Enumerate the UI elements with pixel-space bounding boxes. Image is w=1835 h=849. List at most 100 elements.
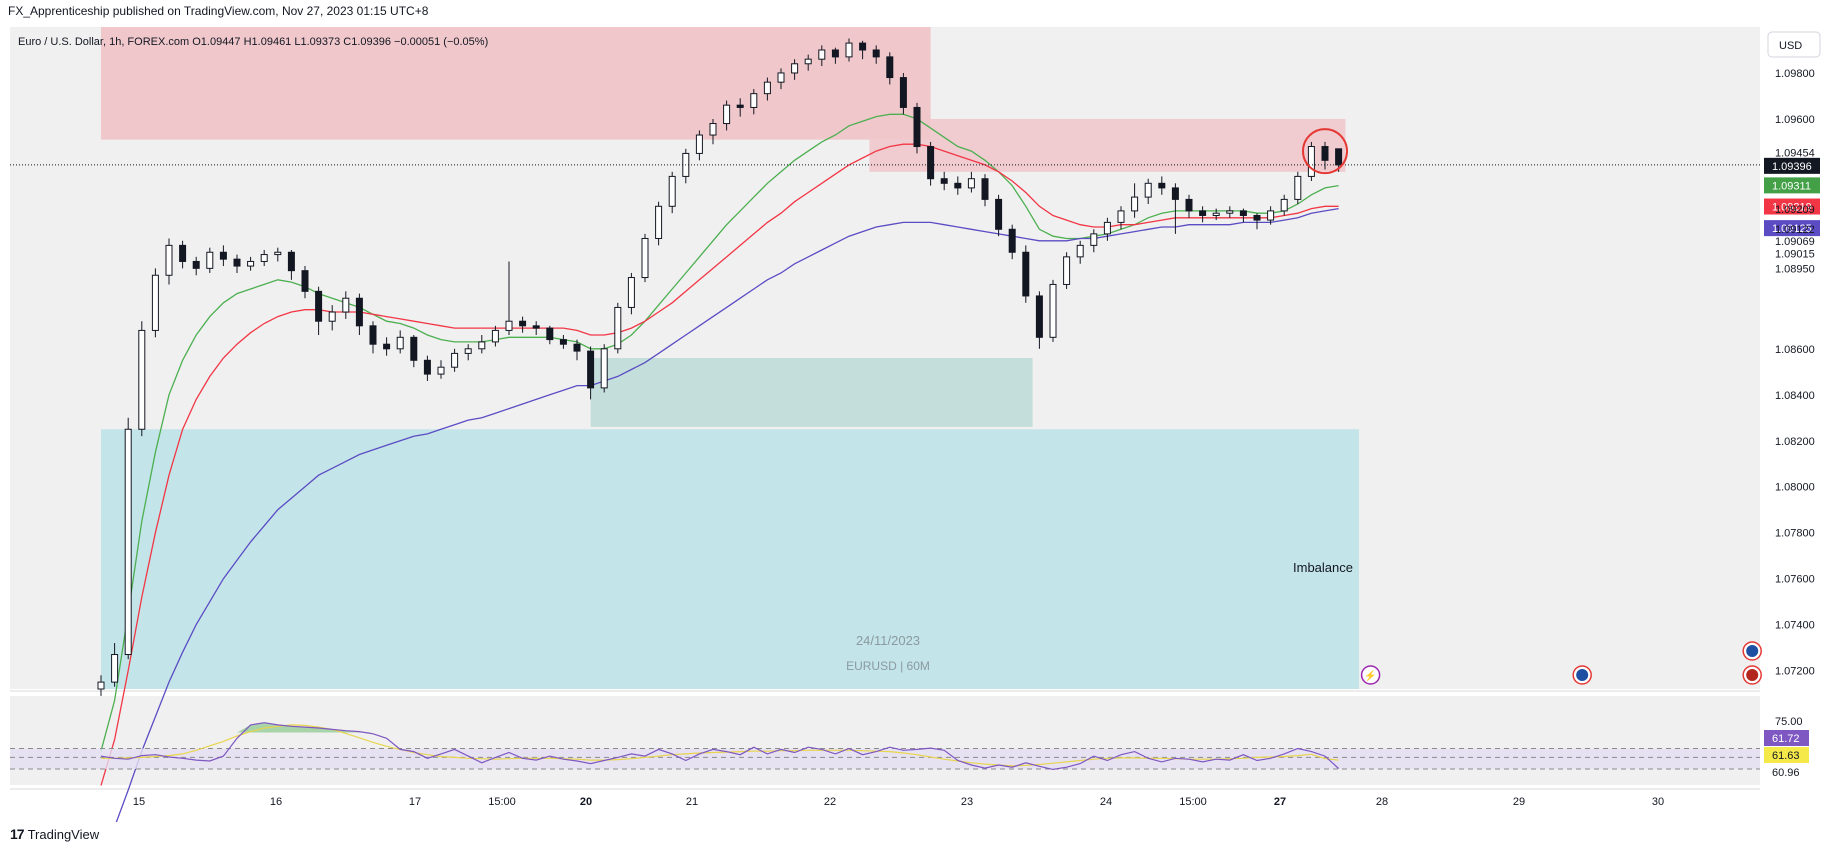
candle-body-67 (1008, 228, 1016, 253)
candle-body-87 (1280, 198, 1288, 212)
candle-body-80 (1185, 198, 1193, 212)
x-tick-13: 30 (1652, 796, 1664, 808)
candle-body-32 (532, 325, 540, 329)
candle-body-79 (1171, 187, 1179, 200)
candle-body-78 (1158, 182, 1166, 189)
candle-body-5 (165, 244, 173, 276)
price-badge-bg-5 (1764, 220, 1820, 237)
candle-body-64 (967, 178, 975, 189)
x-tick-11: 28 (1376, 796, 1388, 808)
candle-body-42 (668, 175, 676, 207)
candle-body-12 (260, 254, 268, 262)
x-tick-5: 21 (686, 796, 698, 808)
price-badge-5: 1.09125 (1772, 223, 1812, 235)
x-tick-6: 22 (824, 796, 836, 808)
x-tick-3: 15:00 (488, 796, 516, 808)
candle-body-48 (750, 93, 758, 108)
y-tick-7: 1.07600 (1775, 574, 1815, 586)
candle-body-70 (1049, 283, 1057, 338)
demand-zone (590, 358, 1033, 427)
candle-body-74 (1103, 221, 1111, 235)
x-tick-9: 15:00 (1179, 796, 1207, 808)
y-tick-4: 1.08200 (1775, 436, 1815, 448)
candle-body-58 (886, 56, 894, 79)
candle-body-2 (124, 428, 132, 656)
candle-body-55 (845, 42, 853, 58)
candle-body-18 (342, 297, 350, 313)
candle-body-77 (1144, 182, 1152, 198)
imbalance-zone (101, 429, 1359, 689)
candle-body-71 (1063, 256, 1071, 285)
candle-body-4 (151, 274, 159, 331)
candle-body-38 (614, 306, 622, 350)
price-badge-1: 1.09396 (1772, 161, 1812, 173)
rsi-pane-bg (10, 696, 1760, 785)
candle-body-49 (763, 81, 771, 95)
candle-body-72 (1076, 244, 1084, 258)
candle-body-37 (600, 348, 608, 389)
candle-body-76 (1131, 196, 1139, 212)
candle-body-56 (859, 42, 867, 51)
tradingview-footer[interactable]: 17 TradingView (10, 826, 99, 842)
rsi-value-2: 60.96 (1772, 767, 1800, 779)
candle-body-31 (519, 320, 527, 327)
candle-body-20 (369, 325, 377, 345)
candle-body-19 (355, 297, 363, 327)
tradingview-brand: TradingView (27, 826, 100, 842)
candle-body-54 (831, 49, 839, 58)
price-label-7: 1.09069 (1775, 236, 1815, 248)
candle-body-44 (695, 134, 703, 154)
candle-body-24 (423, 359, 431, 375)
candle-body-59 (899, 77, 907, 108)
candle-body-3 (138, 329, 146, 430)
rsi-value-bg-1 (1764, 747, 1809, 763)
price-label-9: 1.08950 (1775, 263, 1815, 275)
candle-body-29 (491, 329, 499, 343)
candle-body-45 (709, 123, 717, 136)
supply-zone-lower (869, 118, 1346, 172)
chart-area[interactable]: Imbalance 24/11/2023 EURUSD | 60M Euro / U.… (0, 0, 1835, 822)
calendar-event-icon-2-flag (1746, 645, 1759, 657)
candle-body-68 (1022, 251, 1030, 297)
candle-body-11 (247, 260, 255, 267)
candle-body-75 (1117, 210, 1125, 223)
candle-body-91 (1335, 148, 1343, 166)
price-badge-bg-1 (1764, 157, 1820, 174)
tradingview-logo-icon: 17 (10, 826, 25, 842)
y-tick-2: 1.08600 (1775, 344, 1815, 356)
candle-body-6 (179, 244, 187, 262)
candle-body-13 (274, 251, 282, 256)
y-tick-1: 1.09600 (1775, 114, 1815, 126)
candle-body-51 (791, 63, 799, 74)
candle-body-9 (219, 251, 227, 260)
candle-body-90 (1321, 146, 1329, 161)
price-badge-bg-3 (1764, 198, 1820, 215)
candle-body-53 (818, 49, 826, 60)
candle-body-88 (1294, 175, 1302, 200)
x-tick-2: 17 (409, 796, 421, 808)
rsi-line (100, 722, 1340, 771)
candle-body-81 (1199, 210, 1207, 216)
x-tick-0: 15 (133, 796, 145, 808)
x-tick-12: 29 (1513, 796, 1525, 808)
rsi-value-1: 61.63 (1772, 750, 1800, 762)
candle-body-46 (723, 104, 731, 125)
candle-body-63 (954, 182, 962, 189)
publish-line: FX_Apprenticeship published on TradingVi… (8, 4, 429, 18)
candle-body-16 (315, 290, 323, 322)
candle-body-36 (587, 350, 595, 389)
candle-body-40 (641, 237, 649, 279)
candle-body-23 (410, 336, 418, 361)
candle-body-47 (736, 104, 744, 108)
candle-body-57 (872, 49, 880, 58)
candle-body-10 (233, 258, 241, 267)
candle-body-28 (478, 341, 486, 350)
y-tick-5: 1.08000 (1775, 482, 1815, 494)
candle-body-22 (396, 336, 404, 350)
x-tick-10: 27 (1274, 796, 1286, 808)
candle-body-84 (1239, 210, 1247, 216)
rsi-value-0: 61.72 (1772, 733, 1800, 745)
x-tick-7: 23 (961, 796, 973, 808)
candle-body-21 (383, 343, 391, 350)
candle-body-35 (573, 343, 581, 352)
